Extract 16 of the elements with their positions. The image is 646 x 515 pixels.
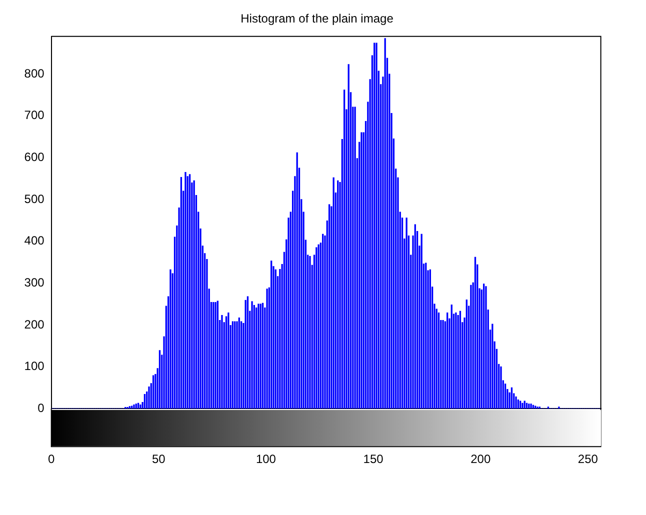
y-tick-label: 400: [24, 234, 45, 248]
x-tick-label: 0: [48, 452, 55, 466]
y-tick-label: 0: [38, 400, 45, 415]
x-tick-label: 150: [363, 452, 384, 466]
y-tick-label: 700: [24, 108, 45, 122]
x-tick-label: 50: [152, 452, 166, 466]
x-tick-label: 200: [470, 452, 491, 466]
chart-title: Histogram of the plain image: [240, 12, 394, 26]
y-tick-label: 200: [24, 317, 45, 332]
y-tick-label: 300: [24, 275, 45, 290]
y-tick-label: 600: [24, 150, 45, 164]
y-tick-label: 100: [24, 359, 45, 374]
x-tick-label: 250: [578, 452, 598, 466]
y-tick-label: 500: [24, 192, 45, 206]
x-tick-label: 100: [256, 452, 276, 466]
y-tick-label: 800: [24, 66, 45, 80]
